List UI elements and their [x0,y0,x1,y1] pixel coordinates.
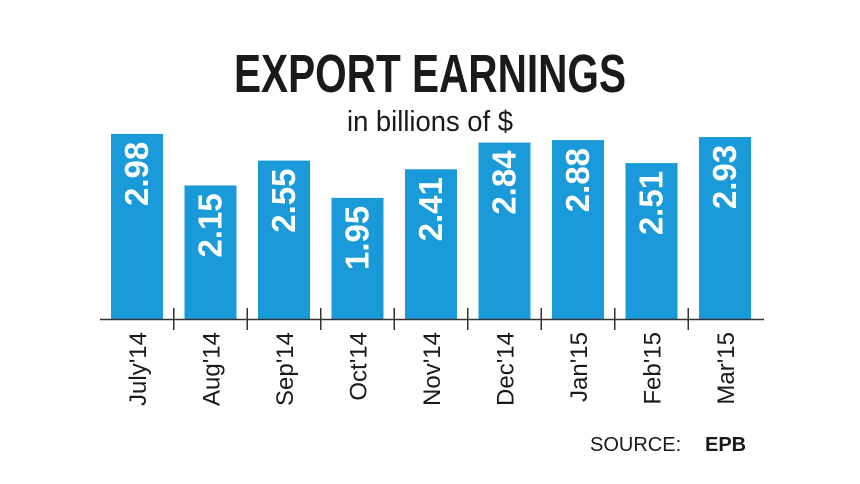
bar-8 [699,136,751,319]
bar-5 [478,142,531,319]
category-label-3: Oct'14 [346,332,373,401]
source-value: EPB [705,434,746,456]
bar-6 [552,140,604,319]
bar-3 [331,197,384,319]
bar-value-label-5: 2.84 [486,150,523,215]
ticks-layer [173,308,689,330]
source-label: SOURCE: [590,434,681,456]
bar-value-label-7: 2.51 [633,171,670,235]
bar-0 [111,133,163,319]
category-labels: July'14 Aug'14 Sep'14 Oct'14 Nov'14 Dec'14 Jan… [125,332,740,406]
category-label-5: Dec'14 [493,332,520,406]
category-label-7: Feb'15 [640,332,667,405]
bar-value-label-6: 2.88 [559,148,596,212]
bar-value-label-0: 2.98 [118,142,155,206]
bar-1 [184,185,237,319]
category-label-2: Sep'14 [272,332,299,406]
bar-value-label-8: 2.93 [706,145,743,209]
bar-value-label-4: 2.41 [412,177,449,241]
bar-7 [625,163,678,319]
category-label-1: Aug'14 [199,332,226,406]
category-label-8: Mar'15 [713,332,740,405]
chart-title: EXPORT EARNINGS [234,44,626,104]
bar-value-label-1: 2.15 [192,193,229,257]
bar-value-label-2: 2.55 [265,168,302,232]
category-label-4: Nov'14 [419,332,446,406]
category-label-6: Jan'15 [566,332,593,402]
chart-subtitle: in billions of $ [347,106,513,138]
bar-2 [258,160,310,319]
category-label-0: July'14 [125,332,152,406]
bar-4 [405,169,457,319]
bar-value-label-3: 1.95 [339,206,376,270]
bars-layer: 2.98 2.15 2.55 1.95 2.41 2.84 2.88 2.51 2.93 [111,133,751,319]
